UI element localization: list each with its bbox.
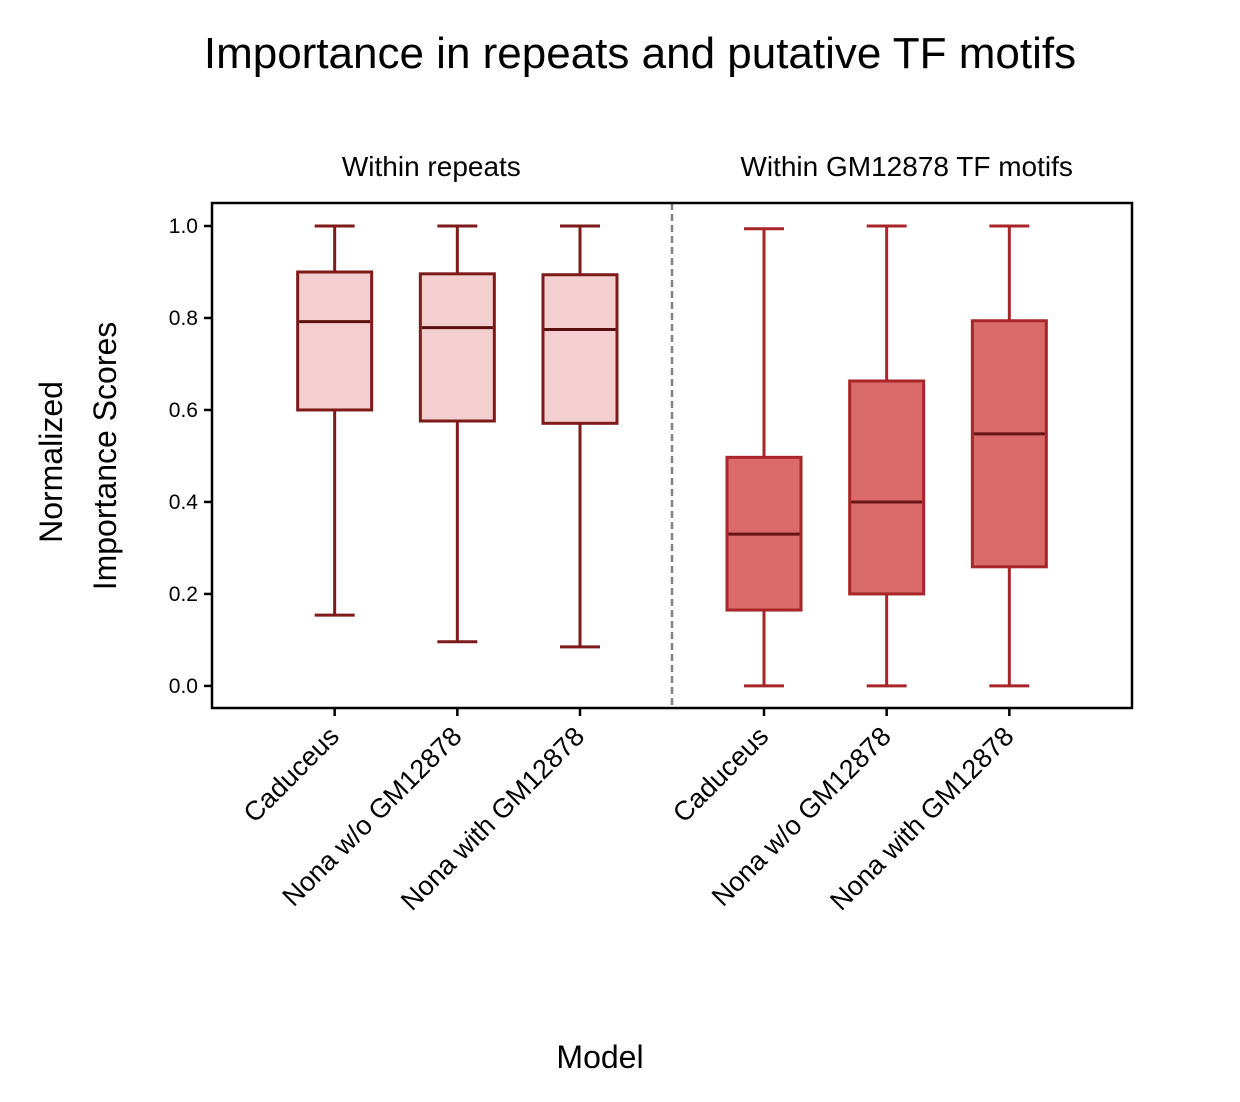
y-axis-label-line1: Normalized xyxy=(33,381,69,543)
chart-title: Importance in repeats and putative TF mo… xyxy=(204,29,1076,78)
y-tick-label: 0.4 xyxy=(169,491,199,514)
y-tick-label: 0.6 xyxy=(169,399,198,422)
iqr-box xyxy=(970,319,1048,569)
box-5 xyxy=(970,224,1048,688)
y-axis-label-line2: Importance Scores xyxy=(87,322,123,591)
y-tick-label: 0.2 xyxy=(169,583,198,606)
box-4 xyxy=(848,224,926,688)
y-tick-label: 0.0 xyxy=(169,675,198,698)
box-3 xyxy=(725,227,803,688)
iqr-box xyxy=(848,379,926,596)
panel-label-repeats: Within repeats xyxy=(342,151,521,182)
axes-frame xyxy=(210,201,1134,710)
panel-label-tf-motifs: Within GM12878 TF motifs xyxy=(740,151,1072,182)
box-2 xyxy=(541,224,619,649)
x-tick-label: Caduceus xyxy=(667,721,774,828)
iqr-box xyxy=(541,273,619,425)
box-0 xyxy=(296,224,374,617)
box-1 xyxy=(418,224,496,644)
iqr-box xyxy=(418,272,496,423)
y-tick-label: 1.0 xyxy=(169,215,198,238)
x-axis-label: Model xyxy=(556,1039,643,1075)
y-tick-label: 0.8 xyxy=(169,307,198,330)
x-tick-label: Caduceus xyxy=(238,721,345,828)
iqr-box xyxy=(296,270,374,412)
